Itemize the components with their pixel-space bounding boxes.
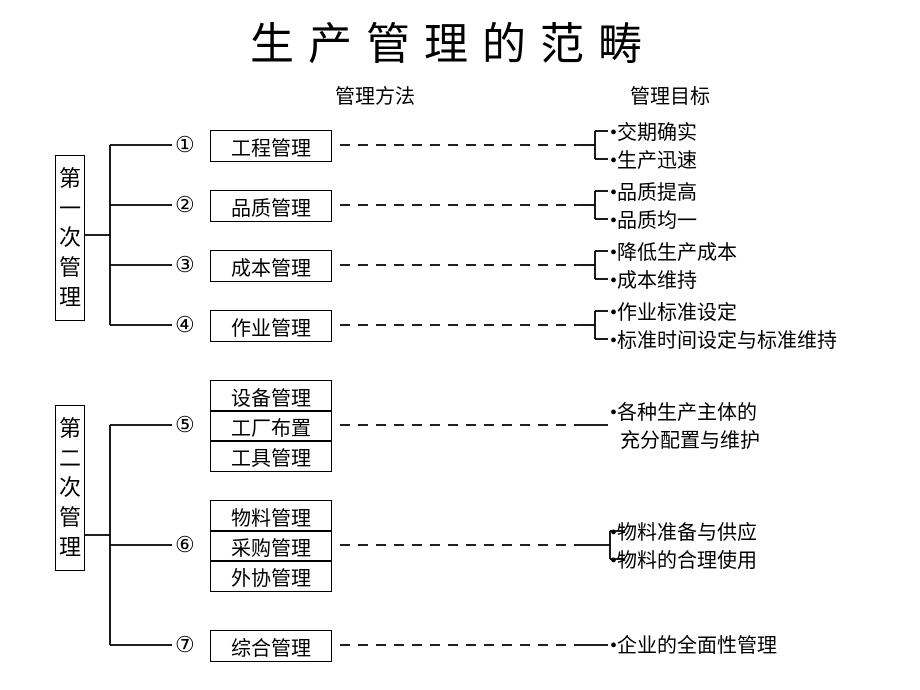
method-box: 工具管理 xyxy=(210,440,332,472)
row-number: ⑥ xyxy=(175,532,195,558)
method-box: 综合管理 xyxy=(210,630,332,662)
row-number: ① xyxy=(175,132,195,158)
method-box: 作业管理 xyxy=(210,310,332,342)
method-box: 物料管理 xyxy=(210,500,332,532)
goal-text: •企业的全面性管理 xyxy=(610,632,777,660)
goal-text: •交期确实•生产迅速 xyxy=(610,119,697,175)
row-number: ⑤ xyxy=(175,412,195,438)
row-number: ⑦ xyxy=(175,632,195,658)
method-box: 成本管理 xyxy=(210,250,332,282)
method-box: 采购管理 xyxy=(210,530,332,562)
method-box: 外协管理 xyxy=(210,560,332,592)
goal-text: •各种生产主体的 充分配置与维护 xyxy=(610,399,760,455)
goal-text: •品质提高•品质均一 xyxy=(610,179,697,235)
row-number: ② xyxy=(175,192,195,218)
goal-text: •物料准备与供应•物料的合理使用 xyxy=(610,519,757,575)
method-box: 品质管理 xyxy=(210,190,332,222)
row-number: ③ xyxy=(175,252,195,278)
method-box: 工程管理 xyxy=(210,130,332,162)
goal-text: •作业标准设定•标准时间设定与标准维持 xyxy=(610,299,837,355)
method-box: 工厂布置 xyxy=(210,410,332,442)
row-number: ④ xyxy=(175,312,195,338)
method-box: 设备管理 xyxy=(210,380,332,412)
goal-text: •降低生产成本•成本维持 xyxy=(610,239,737,295)
